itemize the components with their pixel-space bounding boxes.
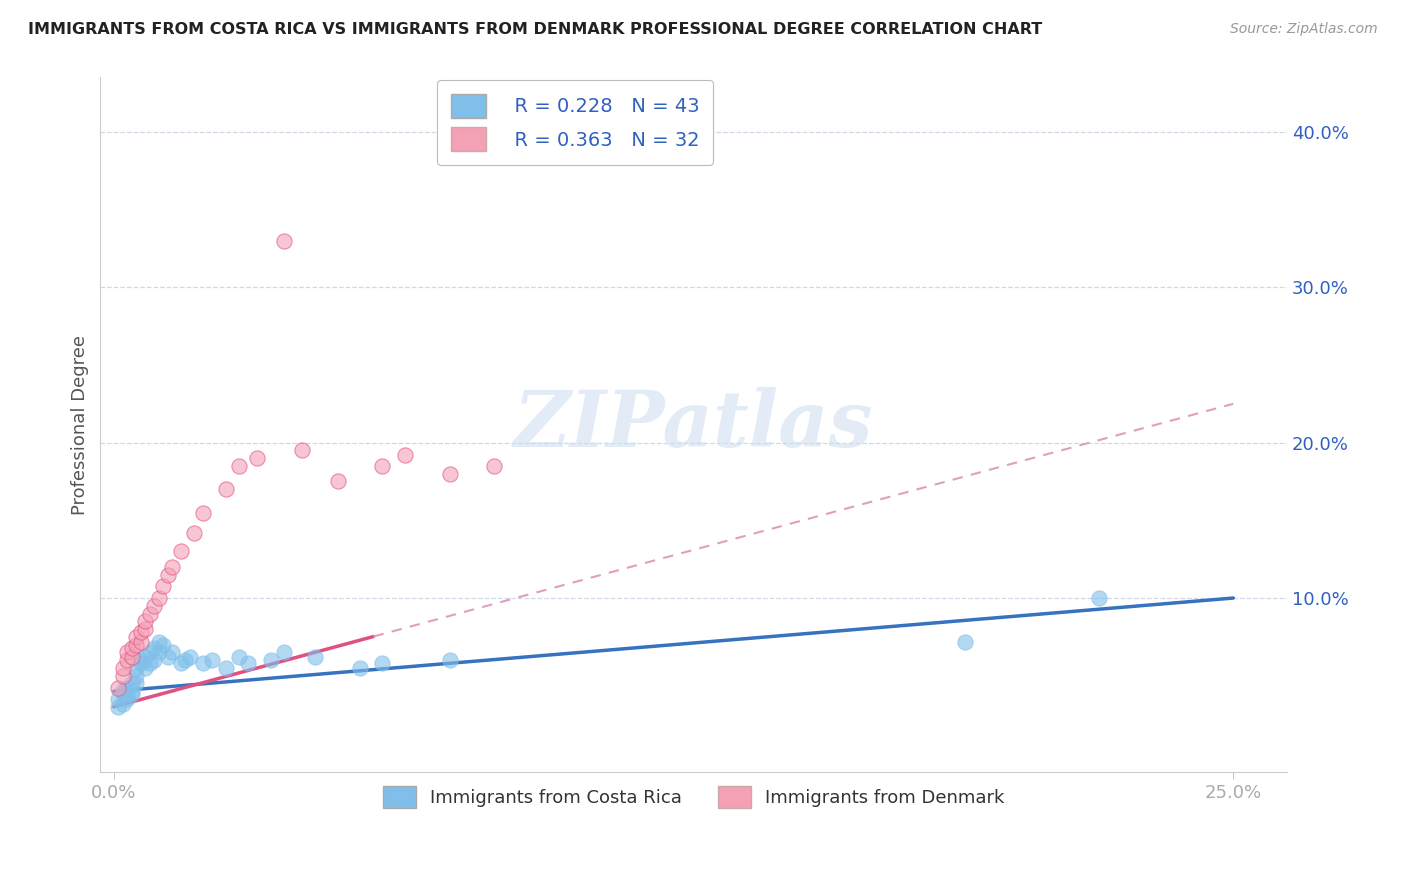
Point [129, 625, 152, 640]
Point [228, 458, 250, 473]
Point [201, 653, 224, 667]
Point [326, 475, 349, 489]
Point [134, 622, 156, 636]
Point [246, 451, 269, 466]
Point [273, 645, 295, 659]
Point [115, 692, 138, 706]
Point [121, 650, 143, 665]
Point [111, 661, 134, 675]
Point [953, 634, 976, 648]
Point [134, 661, 156, 675]
Text: ZIPatlas: ZIPatlas [515, 386, 873, 463]
Text: Source: ZipAtlas.com: Source: ZipAtlas.com [1230, 22, 1378, 37]
Point [170, 544, 193, 558]
Point [138, 607, 160, 621]
Point [121, 687, 143, 701]
Point [259, 653, 281, 667]
Point [143, 653, 166, 667]
Point [215, 661, 238, 675]
Point [148, 634, 170, 648]
Point [193, 506, 215, 520]
Y-axis label: Professional Degree: Professional Degree [72, 334, 89, 515]
Point [160, 645, 183, 659]
Point [349, 661, 371, 675]
Point [107, 699, 129, 714]
Point [152, 638, 174, 652]
Legend: Immigrants from Costa Rica, Immigrants from Denmark: Immigrants from Costa Rica, Immigrants f… [375, 779, 1011, 815]
Point [148, 645, 170, 659]
Point [193, 657, 215, 671]
Point [152, 578, 174, 592]
Text: IMMIGRANTS FROM COSTA RICA VS IMMIGRANTS FROM DENMARK PROFESSIONAL DEGREE CORREL: IMMIGRANTS FROM COSTA RICA VS IMMIGRANTS… [28, 22, 1042, 37]
Point [129, 634, 152, 648]
Point [115, 645, 138, 659]
Point [304, 650, 326, 665]
Point [111, 669, 134, 683]
Point [394, 448, 416, 462]
Point [111, 687, 134, 701]
Point [156, 567, 179, 582]
Point [138, 657, 160, 671]
Point [134, 615, 156, 629]
Point [125, 669, 148, 683]
Point [111, 697, 134, 711]
Point [215, 482, 238, 496]
Point [439, 653, 461, 667]
Point [134, 650, 156, 665]
Point [111, 684, 134, 698]
Point [125, 630, 148, 644]
Point [129, 657, 152, 671]
Point [129, 653, 152, 667]
Point [484, 458, 506, 473]
Point [439, 467, 461, 481]
Point [125, 661, 148, 675]
Point [125, 638, 148, 652]
Point [115, 653, 138, 667]
Point [115, 681, 138, 695]
Point [121, 684, 143, 698]
Point [156, 650, 179, 665]
Point [121, 676, 143, 690]
Point [228, 650, 250, 665]
Point [160, 560, 183, 574]
Point [143, 640, 166, 655]
Point [371, 458, 394, 473]
Point [273, 234, 295, 248]
Point [183, 525, 205, 540]
Point [170, 657, 193, 671]
Point [107, 692, 129, 706]
Point [371, 657, 394, 671]
Point [148, 591, 170, 605]
Point [115, 687, 138, 701]
Point [179, 650, 201, 665]
Point [125, 676, 148, 690]
Point [107, 681, 129, 695]
Point [174, 653, 197, 667]
Point [236, 657, 259, 671]
Point [1088, 591, 1111, 605]
Point [291, 443, 314, 458]
Point [121, 640, 143, 655]
Point [143, 599, 166, 613]
Point [138, 645, 160, 659]
